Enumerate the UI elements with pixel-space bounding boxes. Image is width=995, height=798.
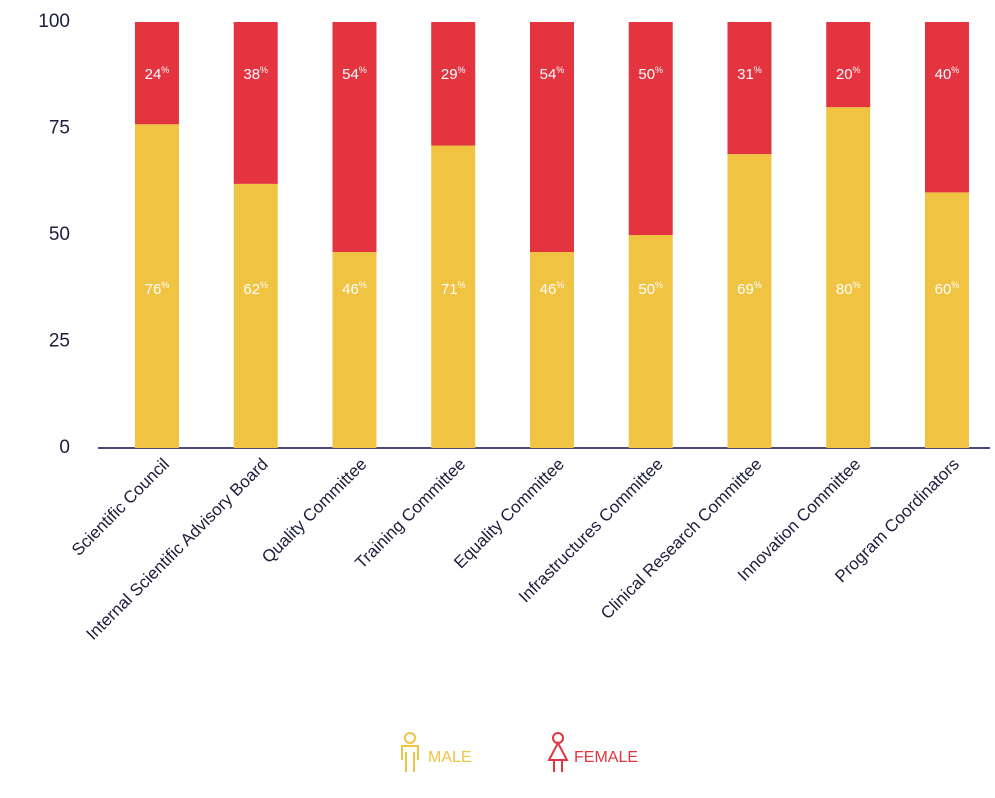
x-tick-label: Clinical Research Committee <box>597 455 765 623</box>
y-tick-label: 50 <box>49 224 70 245</box>
value-label: 40% <box>935 65 960 83</box>
value-label: 80% <box>836 280 861 298</box>
bar-segment <box>727 22 772 155</box>
x-tick-label: Equality Committee <box>450 455 568 573</box>
bar-segment <box>628 22 673 235</box>
bar-segment <box>924 192 969 448</box>
bar-segment <box>134 124 179 449</box>
value-label: 20% <box>836 65 861 83</box>
x-tick-label: Quality Committee <box>258 455 370 567</box>
value-label: 31% <box>737 65 762 83</box>
y-tick-label: 0 <box>59 437 70 458</box>
male-icon <box>401 732 419 772</box>
y-tick-label: 100 <box>38 11 70 32</box>
bar-segment <box>233 22 278 184</box>
value-label: 50% <box>638 65 663 83</box>
x-tick-label: Training Committee <box>351 455 469 573</box>
bar-segment <box>924 22 969 193</box>
value-label: 54% <box>342 65 367 83</box>
bar-segment <box>529 252 574 448</box>
value-label: 50% <box>638 280 663 298</box>
value-label: 46% <box>540 280 565 298</box>
value-label: 54% <box>540 65 565 83</box>
legend-label: FEMALE <box>574 749 638 766</box>
legend-label: MALE <box>428 749 472 766</box>
bar-segment <box>332 22 377 253</box>
bar-segment <box>826 22 871 108</box>
bar-segment <box>431 22 476 146</box>
female-icon <box>547 732 569 772</box>
value-label: 71% <box>441 280 466 298</box>
bar-segment <box>529 22 574 253</box>
bar-segment <box>431 145 476 449</box>
value-label: 38% <box>243 65 268 83</box>
bar-segment <box>134 22 179 125</box>
value-label: 76% <box>145 280 170 298</box>
bar-segment <box>727 154 772 448</box>
bar-segment <box>233 183 278 448</box>
value-label: 69% <box>737 280 762 298</box>
value-label: 24% <box>145 65 170 83</box>
y-tick-label: 25 <box>49 331 70 352</box>
bar-segment <box>826 107 871 448</box>
bar-segment <box>332 252 377 448</box>
x-tick-label: Internal Scientific Advisory Board <box>83 455 272 644</box>
value-label: 29% <box>441 65 466 83</box>
value-label: 60% <box>935 280 960 298</box>
legend: MALE FEMALE <box>401 732 638 772</box>
bar-segment <box>628 235 673 448</box>
y-tick-label: 75 <box>49 118 70 139</box>
value-label: 46% <box>342 280 367 298</box>
x-tick-label: Scientific Council <box>68 455 173 560</box>
value-label: 62% <box>243 280 268 298</box>
